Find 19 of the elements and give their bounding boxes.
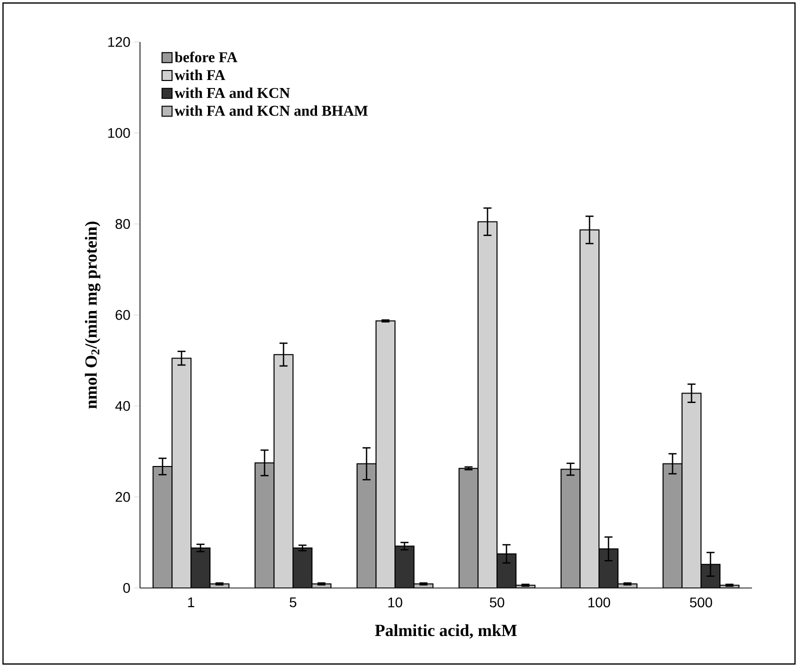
x-tick-label: 100	[588, 597, 610, 608]
legend-label: before FA	[174, 52, 238, 62]
y-tick-label: 80	[116, 219, 130, 229]
legend-label: with FA	[174, 70, 226, 80]
x-tick-label: 50	[490, 597, 504, 608]
y-tick-label: 0	[123, 583, 130, 593]
y-tick-label: 100	[108, 128, 130, 138]
y-axis-title: nmol O$_{2}$/(min mg protein)	[84, 222, 100, 409]
x-tick-label: 5	[290, 598, 296, 608]
y-tick-label: 120	[108, 37, 130, 47]
y-tick-label: 40	[115, 401, 130, 411]
legend-label: with FA and KCN and BHAM	[174, 105, 368, 116]
x-tick-label: 1	[188, 598, 194, 608]
legend-label: with FA and KCN	[174, 87, 290, 98]
x-axis-title: Palmitic acid, mkM	[375, 624, 517, 639]
x-tick-label: 10	[388, 597, 402, 608]
y-tick-label: 60	[116, 310, 130, 320]
x-tick-label: 500	[690, 597, 712, 608]
y-tick-label: 20	[116, 492, 130, 502]
